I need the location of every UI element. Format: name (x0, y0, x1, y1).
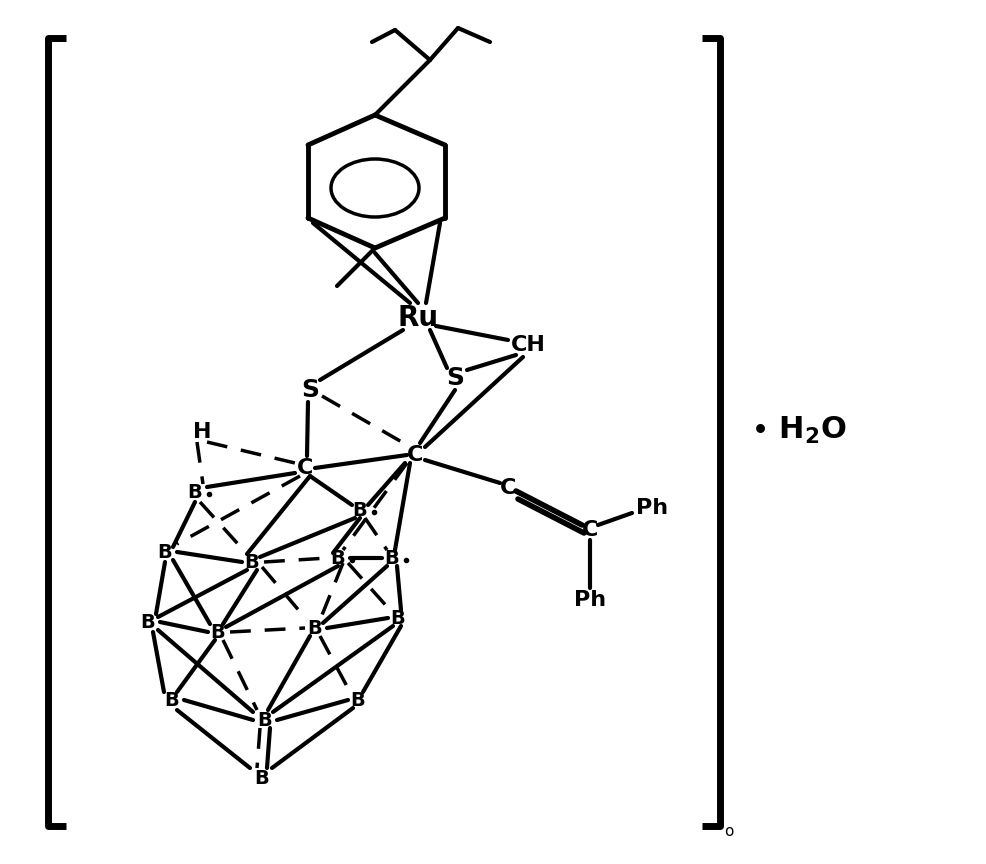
Text: CH: CH (511, 335, 545, 355)
Text: Ph: Ph (636, 498, 669, 518)
Text: B: B (385, 549, 399, 568)
Text: C: C (407, 445, 423, 465)
Text: B: B (141, 613, 156, 632)
Text: $\bullet\ \mathbf{H_2O}$: $\bullet\ \mathbf{H_2O}$ (750, 415, 847, 446)
Text: B: B (254, 768, 269, 787)
Text: B: B (187, 482, 202, 501)
Text: B: B (245, 552, 259, 571)
Text: B: B (257, 710, 272, 729)
Text: H: H (192, 422, 211, 442)
Text: Ph: Ph (574, 590, 606, 610)
Text: B: B (211, 622, 226, 641)
Text: B: B (158, 543, 173, 562)
Text: S: S (301, 378, 319, 402)
Text: B: B (330, 549, 345, 568)
Text: C: C (297, 458, 314, 478)
Text: Ru: Ru (397, 304, 439, 332)
Text: C: C (500, 478, 517, 498)
Text: o: o (724, 824, 734, 840)
Text: C: C (582, 520, 599, 540)
Text: B: B (353, 500, 368, 519)
Text: B: B (351, 690, 366, 709)
Text: B: B (390, 608, 405, 627)
Text: B: B (165, 690, 179, 709)
Text: B: B (308, 619, 322, 638)
Text: S: S (446, 366, 464, 390)
